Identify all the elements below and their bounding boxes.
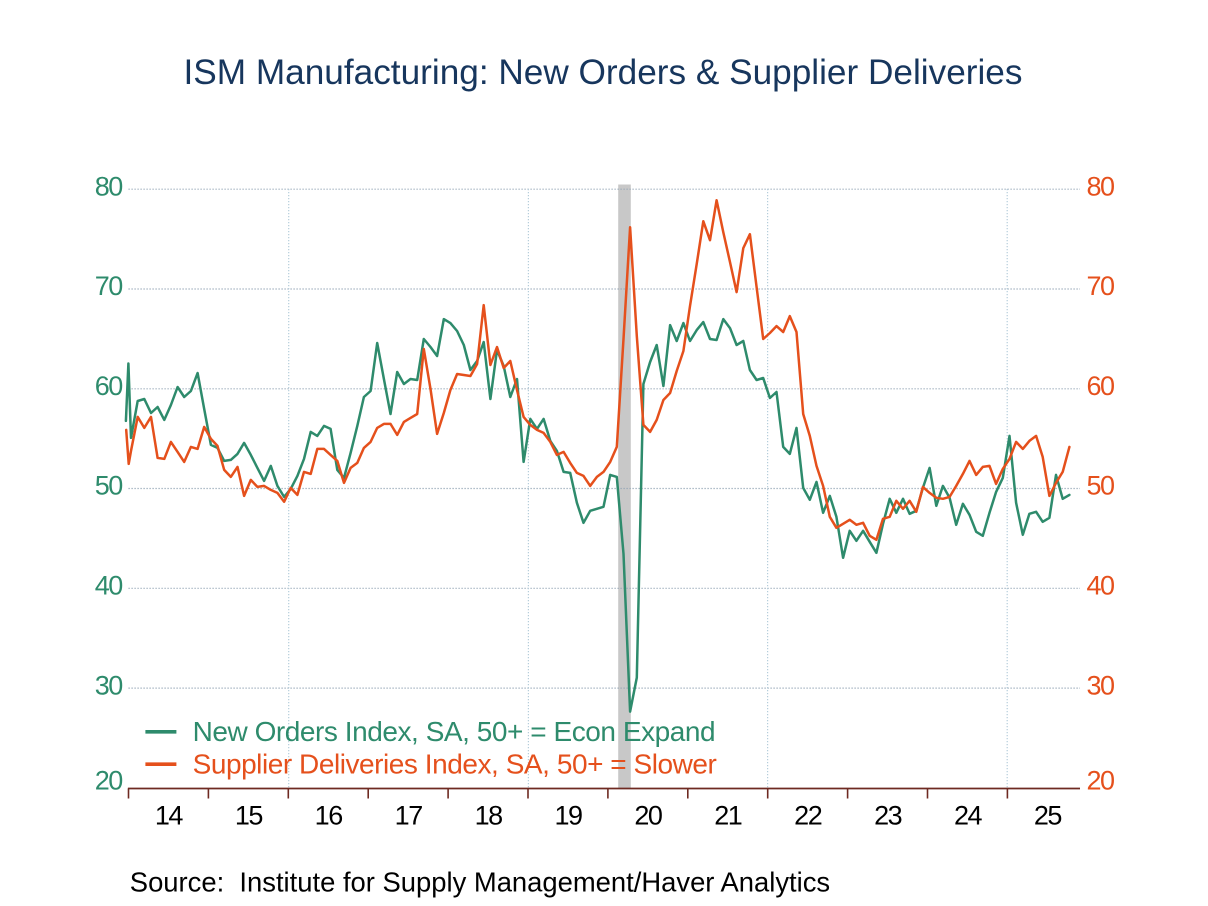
svg-text:40: 40	[95, 571, 123, 601]
svg-text:25: 25	[1034, 801, 1062, 831]
svg-text:70: 70	[95, 271, 123, 301]
svg-text:30: 30	[1087, 670, 1115, 700]
svg-text:50: 50	[95, 471, 123, 501]
svg-text:24: 24	[954, 801, 983, 831]
svg-text:60: 60	[1087, 371, 1115, 401]
svg-text:22: 22	[794, 801, 822, 831]
svg-text:23: 23	[874, 801, 902, 831]
svg-text:50: 50	[1087, 471, 1115, 501]
svg-text:60: 60	[95, 371, 123, 401]
svg-text:Supplier Deliveries Index, SA,: Supplier Deliveries Index, SA, 50+ = Slo…	[193, 749, 717, 780]
svg-text:20: 20	[95, 765, 123, 795]
svg-text:21: 21	[714, 801, 742, 831]
svg-text:17: 17	[395, 801, 423, 831]
svg-text:18: 18	[475, 801, 503, 831]
svg-text:New Orders Index, SA, 50+ = Ec: New Orders Index, SA, 50+ = Econ Expand	[193, 716, 716, 747]
svg-text:40: 40	[1087, 571, 1115, 601]
svg-text:20: 20	[1087, 765, 1115, 795]
svg-text:80: 80	[1087, 171, 1115, 201]
svg-text:20: 20	[634, 801, 662, 831]
svg-text:80: 80	[95, 171, 123, 201]
svg-text:ISM Manufacturing: New Orders: ISM Manufacturing: New Orders & Supplier…	[184, 53, 1023, 92]
svg-text:19: 19	[554, 801, 582, 831]
svg-text:16: 16	[315, 801, 343, 831]
svg-text:70: 70	[1087, 271, 1115, 301]
svg-text:15: 15	[235, 801, 263, 831]
svg-text:14: 14	[155, 801, 184, 831]
svg-text:Source: Institute for Supply: Source: Institute for Supply Management/…	[130, 867, 830, 898]
svg-text:30: 30	[95, 670, 123, 700]
